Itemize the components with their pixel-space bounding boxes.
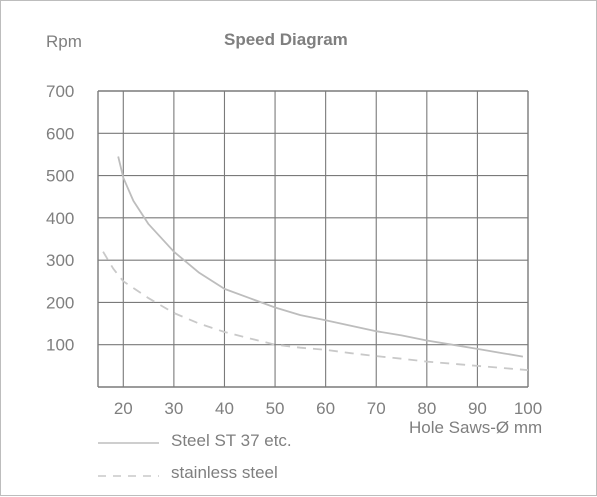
x-tick-label: 20 bbox=[114, 399, 133, 418]
y-tick-label: 300 bbox=[46, 251, 74, 270]
y-tick-label: 100 bbox=[46, 336, 74, 355]
y-axis-label: Rpm bbox=[46, 32, 82, 51]
series-line-steel bbox=[117, 156, 524, 358]
x-tick-label: 50 bbox=[266, 399, 285, 418]
y-tick-label: 500 bbox=[46, 167, 74, 186]
legend-label-steel: Steel ST 37 etc. bbox=[171, 431, 292, 450]
y-tick-label: 200 bbox=[46, 293, 74, 312]
legend: Steel ST 37 etc. stainless steel bbox=[98, 431, 292, 482]
x-tick-label: 60 bbox=[316, 399, 335, 418]
x-tick-label: 80 bbox=[417, 399, 436, 418]
x-tick-label: 70 bbox=[367, 399, 386, 418]
y-tick-label: 600 bbox=[46, 124, 74, 143]
y-tick-label: 700 bbox=[46, 82, 74, 101]
series-line-stainless bbox=[102, 251, 529, 371]
legend-label-stainless: stainless steel bbox=[171, 463, 278, 482]
tick-labels: 100 200 300 400 500 600 700 20 30 40 50 60 70 80 90 100 bbox=[46, 82, 542, 418]
x-tick-label: 100 bbox=[514, 399, 542, 418]
chart-title: Speed Diagram bbox=[224, 30, 348, 49]
x-axis-label: Hole Saws-Ø mm bbox=[409, 418, 542, 437]
grid bbox=[97, 90, 529, 388]
x-tick-label: 30 bbox=[164, 399, 183, 418]
x-tick-label: 40 bbox=[215, 399, 234, 418]
data-series bbox=[102, 156, 529, 371]
x-tick-label: 90 bbox=[468, 399, 487, 418]
y-tick-label: 400 bbox=[46, 209, 74, 228]
